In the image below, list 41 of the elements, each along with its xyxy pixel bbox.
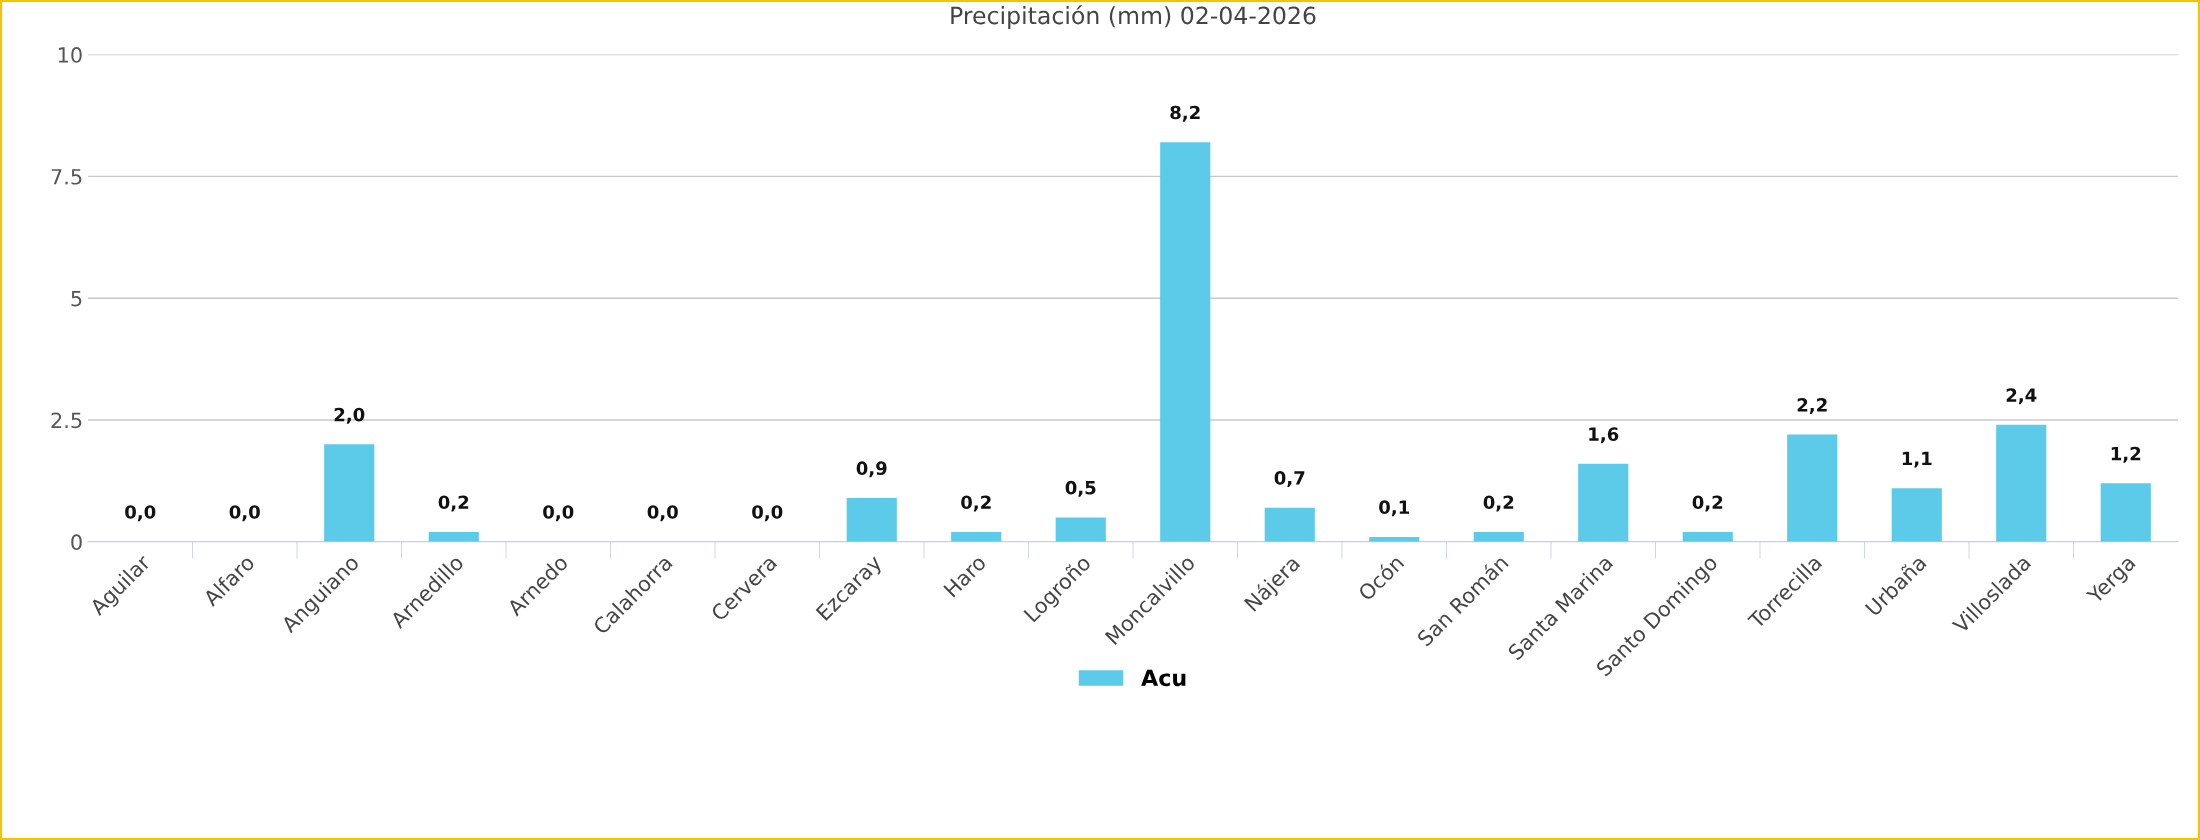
bar	[1473, 532, 1524, 542]
chart-title: Precipitación (mm) 02-04-2026	[951, 5, 1316, 29]
y-tick-label: 2.5	[51, 412, 82, 429]
legend-label: Acu	[1141, 669, 1186, 687]
bar	[1682, 532, 1733, 542]
y-tick-label: 10	[58, 47, 82, 63]
bar	[1787, 434, 1838, 542]
bar	[324, 444, 375, 542]
data-label: 0,5	[1065, 480, 1096, 497]
data-label: 0,2	[961, 495, 991, 512]
data-label: 8,2	[1170, 105, 1200, 122]
bar	[951, 532, 1002, 542]
data-label: 0,7	[1274, 471, 1305, 488]
data-label: 1,1	[1902, 451, 1932, 468]
bar	[1264, 507, 1315, 542]
bar	[1055, 517, 1106, 542]
data-label: 0,1	[1379, 500, 1409, 517]
bar	[846, 497, 897, 542]
data-label: 1,6	[1589, 427, 1619, 444]
data-label: 0,2	[1483, 495, 1514, 512]
data-label: 0,0	[543, 505, 574, 522]
data-label: 0,0	[647, 505, 678, 522]
bar	[1578, 463, 1629, 542]
data-label: 0,9	[856, 461, 887, 478]
bar	[1996, 424, 2047, 542]
data-label: 1,2	[2111, 446, 2141, 463]
data-label: 2,2	[1797, 398, 1827, 414]
data-label: 0,2	[1692, 495, 1723, 512]
bar	[1891, 488, 1942, 542]
y-tick-label: 0	[71, 534, 82, 551]
bar	[2100, 483, 2151, 542]
data-label: 2,4	[2006, 388, 2037, 405]
y-tick-label: 7.5	[51, 169, 82, 185]
data-label: 0,0	[752, 505, 783, 522]
y-tick-label: 5	[71, 290, 82, 307]
data-label: 2,0	[334, 407, 365, 424]
data-label: 0,0	[229, 505, 260, 522]
bar	[1160, 142, 1211, 542]
data-label: 0,2	[438, 495, 469, 512]
bar	[428, 532, 479, 542]
data-label: 0,0	[125, 505, 156, 522]
